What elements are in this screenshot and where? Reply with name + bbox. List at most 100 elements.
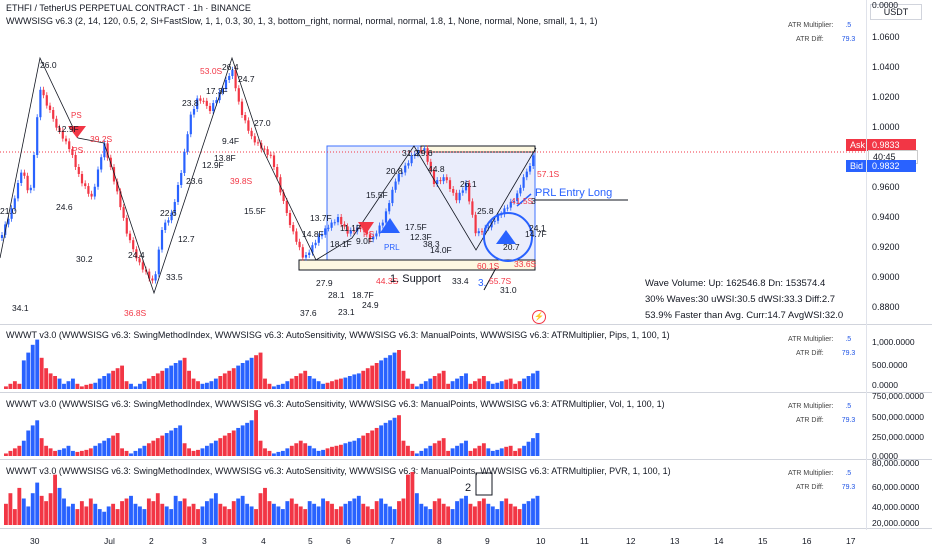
histogram-bar — [365, 433, 370, 456]
swing-label: 12.9F — [202, 160, 224, 170]
histogram-bar — [414, 386, 419, 389]
histogram-bar — [339, 506, 343, 525]
histogram-bar — [383, 357, 388, 389]
candle-body — [71, 149, 74, 155]
candle-body — [112, 167, 116, 182]
subpanel-title-pvr[interactable]: WWWT v3.0 (WWWSISG v6.3: SwingMethodInde… — [6, 466, 671, 476]
histogram-bar — [39, 357, 44, 389]
subpanel-tick: 750,000.0000 — [872, 391, 924, 401]
swing-label: 27.9 — [316, 278, 333, 288]
histogram-bar — [285, 448, 290, 456]
histogram-bar — [347, 441, 352, 456]
histogram-bar — [62, 498, 66, 525]
candle-body — [445, 177, 448, 181]
histogram-bar — [392, 352, 397, 389]
histogram-bar — [410, 472, 415, 525]
subpanel-tick: 500.0000 — [872, 360, 908, 370]
histogram-bar — [401, 370, 406, 389]
indicator-legend[interactable]: WWWSISG v6.3 (2, 14, 120, 0.5, 2, Sl+Fas… — [6, 16, 598, 26]
histogram-bar — [48, 448, 53, 456]
histogram-bar — [75, 509, 80, 525]
histogram-bar — [102, 376, 107, 389]
candle-body — [516, 193, 519, 201]
candle-body — [327, 227, 330, 229]
histogram-bar — [106, 506, 111, 525]
time-tick: 12 — [626, 536, 636, 546]
price-tick: 0.9600 — [872, 182, 900, 192]
time-tick: 15 — [758, 536, 768, 546]
histogram-bar — [276, 384, 281, 389]
histogram-bar — [138, 383, 142, 389]
histogram-bar — [370, 365, 375, 389]
candle-body — [384, 211, 388, 223]
histogram-bar — [249, 506, 254, 525]
histogram-bar — [191, 378, 196, 389]
candle-body — [509, 201, 512, 208]
histogram-bar — [450, 448, 455, 456]
histogram-bar — [517, 448, 522, 456]
swing-label: 23.8 — [182, 98, 199, 108]
candle-body — [282, 192, 285, 201]
candle-body — [276, 167, 279, 178]
atr-multiplier-value: .5 — [845, 470, 852, 477]
histogram-bar — [464, 495, 468, 525]
histogram-bar — [316, 381, 321, 389]
histogram-bar — [35, 420, 40, 456]
swing-label: 24.7 — [238, 74, 255, 84]
histogram-bar — [339, 444, 343, 456]
histogram-bar — [361, 370, 366, 389]
histogram-bar — [325, 501, 330, 525]
histogram-bar — [218, 438, 223, 456]
candle-body — [192, 109, 196, 115]
histogram-bar — [441, 503, 446, 525]
currency-badge[interactable]: USDT — [870, 4, 922, 20]
swing-label: 15.5F — [366, 190, 388, 200]
histogram-bar — [464, 440, 468, 456]
time-tick: 3 — [202, 536, 207, 546]
candle-body — [93, 186, 96, 197]
histogram-bar — [522, 378, 526, 389]
histogram-bar — [379, 425, 384, 456]
atr-multiplier-row: ATR Multiplier: .5 — [788, 403, 852, 410]
candle-body — [330, 222, 333, 228]
histogram-bar — [312, 448, 317, 456]
swing-label: 57.1S — [537, 169, 560, 179]
candle-body — [176, 185, 180, 202]
subpanel-title-vol[interactable]: WWWT v3.0 (WWWSISG v6.3: SwingMethodInde… — [6, 399, 665, 409]
histogram-bar — [8, 450, 13, 456]
histogram-bar — [120, 365, 124, 389]
candle-body — [61, 130, 64, 139]
histogram-bar — [44, 445, 49, 456]
histogram-bar — [486, 503, 491, 525]
histogram-bar — [26, 506, 31, 525]
histogram-bar — [227, 370, 232, 389]
histogram-bar — [182, 357, 187, 389]
candle-body — [349, 230, 352, 234]
atr-diff-row: ATR Diff: 79.3 — [796, 417, 856, 424]
candle-body — [413, 154, 416, 156]
subpanel-title-pips[interactable]: WWWT v3.0 (WWWSISG v6.3: SwingMethodInde… — [6, 330, 670, 340]
candle-body — [496, 215, 500, 221]
candle-body — [20, 172, 23, 183]
candle-body — [304, 255, 308, 258]
histogram-bar — [303, 509, 308, 525]
price-tick: 1.0000 — [872, 122, 900, 132]
histogram-bar — [294, 376, 299, 389]
histogram-bar — [164, 433, 169, 456]
histogram-bar — [213, 440, 218, 456]
subpanel-tick: 0.0000 — [872, 451, 898, 461]
histogram-bar — [397, 350, 401, 389]
replay-icon[interactable]: ⚡ — [532, 310, 546, 324]
candle-body — [404, 165, 407, 173]
histogram-bar — [392, 509, 397, 525]
histogram-bar — [419, 450, 424, 456]
histogram-bar — [173, 495, 178, 525]
swing-label: 34.1 — [12, 303, 29, 313]
candle-body — [96, 169, 100, 187]
candle-body — [52, 110, 55, 119]
candle-body — [525, 171, 528, 178]
candle-body — [432, 170, 436, 184]
histogram-bar — [437, 440, 442, 456]
histogram-bar — [334, 509, 339, 525]
